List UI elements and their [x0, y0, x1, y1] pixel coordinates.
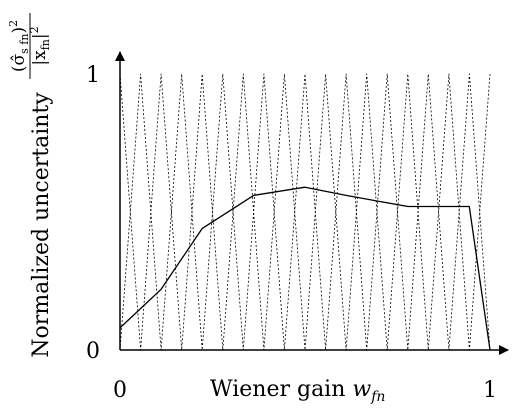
- x-axis-label-subscript: fn: [370, 389, 385, 405]
- x-axis-label: Wiener gain wfn: [210, 377, 385, 405]
- x-axis-label-text: Wiener gain: [210, 377, 345, 402]
- svg-text:(σ̂s fn)2: (σ̂s fn)2: [7, 20, 31, 72]
- tick-labels: 0 1 0 1: [86, 63, 497, 403]
- fraction-denominator-core: |x: [30, 50, 50, 66]
- dotted-series-2: [119, 73, 491, 351]
- solid-series-1: [119, 186, 491, 351]
- y-axis-fraction: (σ̂s fn)2 |xfn|2: [7, 13, 52, 79]
- y-tick-label-0: 0: [86, 339, 100, 364]
- y-axis-label: Normalized uncertainty: [29, 92, 54, 358]
- svg-text:|xfn|2: |xfn|2: [28, 26, 52, 65]
- x-axis-label-symbol: w: [352, 377, 371, 402]
- fraction-numerator-close: ): [9, 27, 29, 34]
- x-tick-label-0: 0: [113, 378, 127, 403]
- fraction-denominator-close: |: [30, 33, 50, 39]
- fraction-numerator-exp: 2: [7, 20, 20, 27]
- x-tick-label-1: 1: [483, 378, 497, 403]
- y-tick-label-1: 1: [86, 63, 100, 88]
- series-layer: [119, 73, 491, 351]
- dotted-series-3: [119, 73, 491, 351]
- fraction-denominator-sub: fn: [39, 39, 52, 50]
- fraction-denominator-exp: 2: [28, 26, 41, 33]
- fraction-numerator-sub: s fn: [18, 34, 31, 54]
- fraction-numerator-core: (σ̂: [9, 53, 29, 72]
